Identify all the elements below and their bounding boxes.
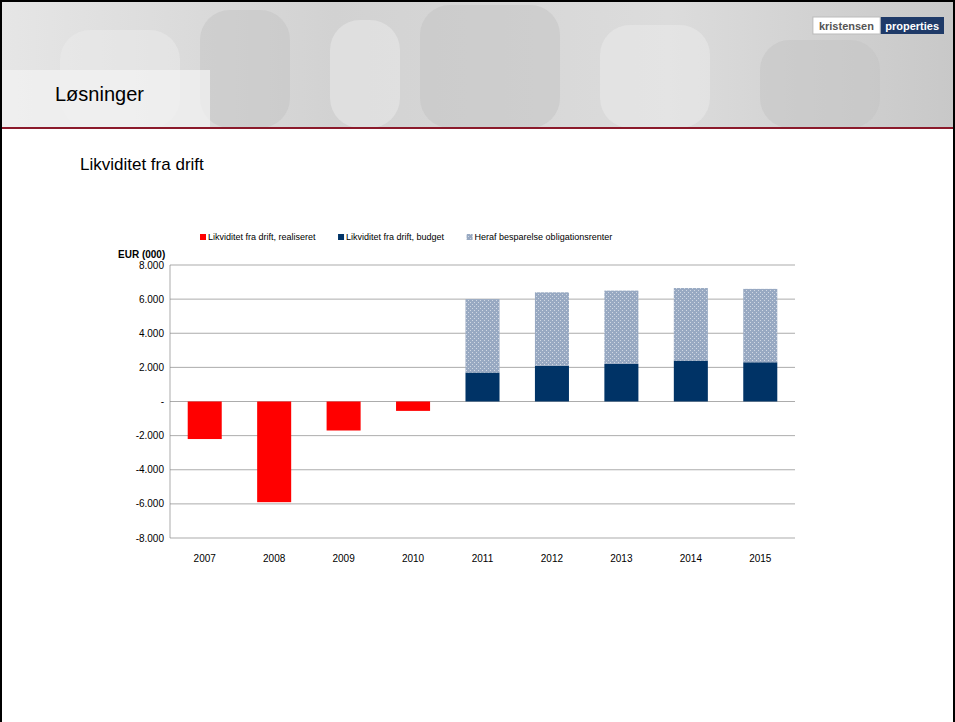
slide: Løsninger properties kristensen Likviditet … bbox=[0, 0, 955, 722]
legend-label: Likviditet fra drift, realiseret bbox=[208, 232, 316, 242]
bar bbox=[604, 364, 638, 402]
header-title: Løsninger bbox=[55, 83, 144, 105]
y-tick-label: -6.000 bbox=[136, 498, 165, 509]
header-photo bbox=[330, 20, 400, 128]
y-tick-label: 6.000 bbox=[139, 294, 164, 305]
x-tick-label: 2012 bbox=[541, 553, 564, 564]
y-axis-title: EUR (000) bbox=[118, 249, 165, 260]
x-tick-label: 2015 bbox=[749, 553, 772, 564]
bar bbox=[743, 289, 777, 362]
bar bbox=[604, 291, 638, 364]
grid bbox=[170, 265, 795, 538]
grid-line bbox=[170, 265, 795, 266]
slide-frame bbox=[1, 1, 954, 722]
legend-swatch bbox=[338, 234, 344, 240]
header-photo bbox=[760, 40, 880, 128]
legend: Likviditet fra drift, realiseret Likvidit… bbox=[200, 232, 612, 242]
bar bbox=[257, 402, 291, 503]
header-photo bbox=[200, 10, 290, 128]
header-photo bbox=[600, 25, 710, 128]
x-tick-label: 2007 bbox=[194, 553, 217, 564]
legend-swatch bbox=[467, 234, 473, 240]
bars bbox=[188, 288, 778, 502]
bar bbox=[465, 299, 499, 372]
legend-swatch bbox=[200, 234, 206, 240]
x-tick-label: 2011 bbox=[472, 553, 494, 564]
x-tick-label: 2009 bbox=[332, 553, 355, 564]
y-tick-label: 4.000 bbox=[139, 328, 164, 339]
bar bbox=[743, 362, 777, 401]
chart-title: Likviditet fra drift bbox=[80, 155, 204, 174]
grid-line bbox=[170, 538, 795, 539]
logo-box bbox=[813, 17, 880, 34]
bar bbox=[535, 366, 569, 402]
logo-box bbox=[880, 17, 944, 34]
bar bbox=[188, 402, 222, 440]
y-tick-label: -8.000 bbox=[136, 533, 165, 544]
x-tick-label: 2008 bbox=[263, 553, 286, 564]
x-tick-label: 2014 bbox=[680, 553, 703, 564]
logo-left: kristensen bbox=[819, 20, 874, 32]
header-photo bbox=[420, 5, 560, 128]
y-tick-label: 8.000 bbox=[139, 260, 164, 271]
title-backdrop bbox=[0, 70, 210, 128]
legend-label: Likviditet fra drift, budget bbox=[346, 232, 445, 242]
bar bbox=[327, 402, 361, 431]
grid-line bbox=[170, 503, 795, 504]
legend-label: Heraf besparelse obligationsrenter bbox=[475, 232, 613, 242]
bar bbox=[674, 361, 708, 402]
bar bbox=[465, 372, 499, 401]
x-tick-label: 2010 bbox=[402, 553, 425, 564]
bar bbox=[396, 402, 430, 411]
header-rule bbox=[0, 127, 955, 129]
logo: properties kristensen bbox=[813, 17, 944, 34]
bar bbox=[674, 288, 708, 361]
y-tick-label: -2.000 bbox=[136, 430, 165, 441]
bar bbox=[535, 292, 569, 365]
logo-right: properties bbox=[885, 20, 939, 32]
y-tick-label: 2.000 bbox=[139, 362, 164, 373]
y-axis-line bbox=[170, 265, 171, 538]
y-tick-label: - bbox=[161, 396, 164, 407]
header-band bbox=[0, 0, 955, 128]
y-tick-label: -4.000 bbox=[136, 464, 165, 475]
x-tick-label: 2013 bbox=[610, 553, 633, 564]
